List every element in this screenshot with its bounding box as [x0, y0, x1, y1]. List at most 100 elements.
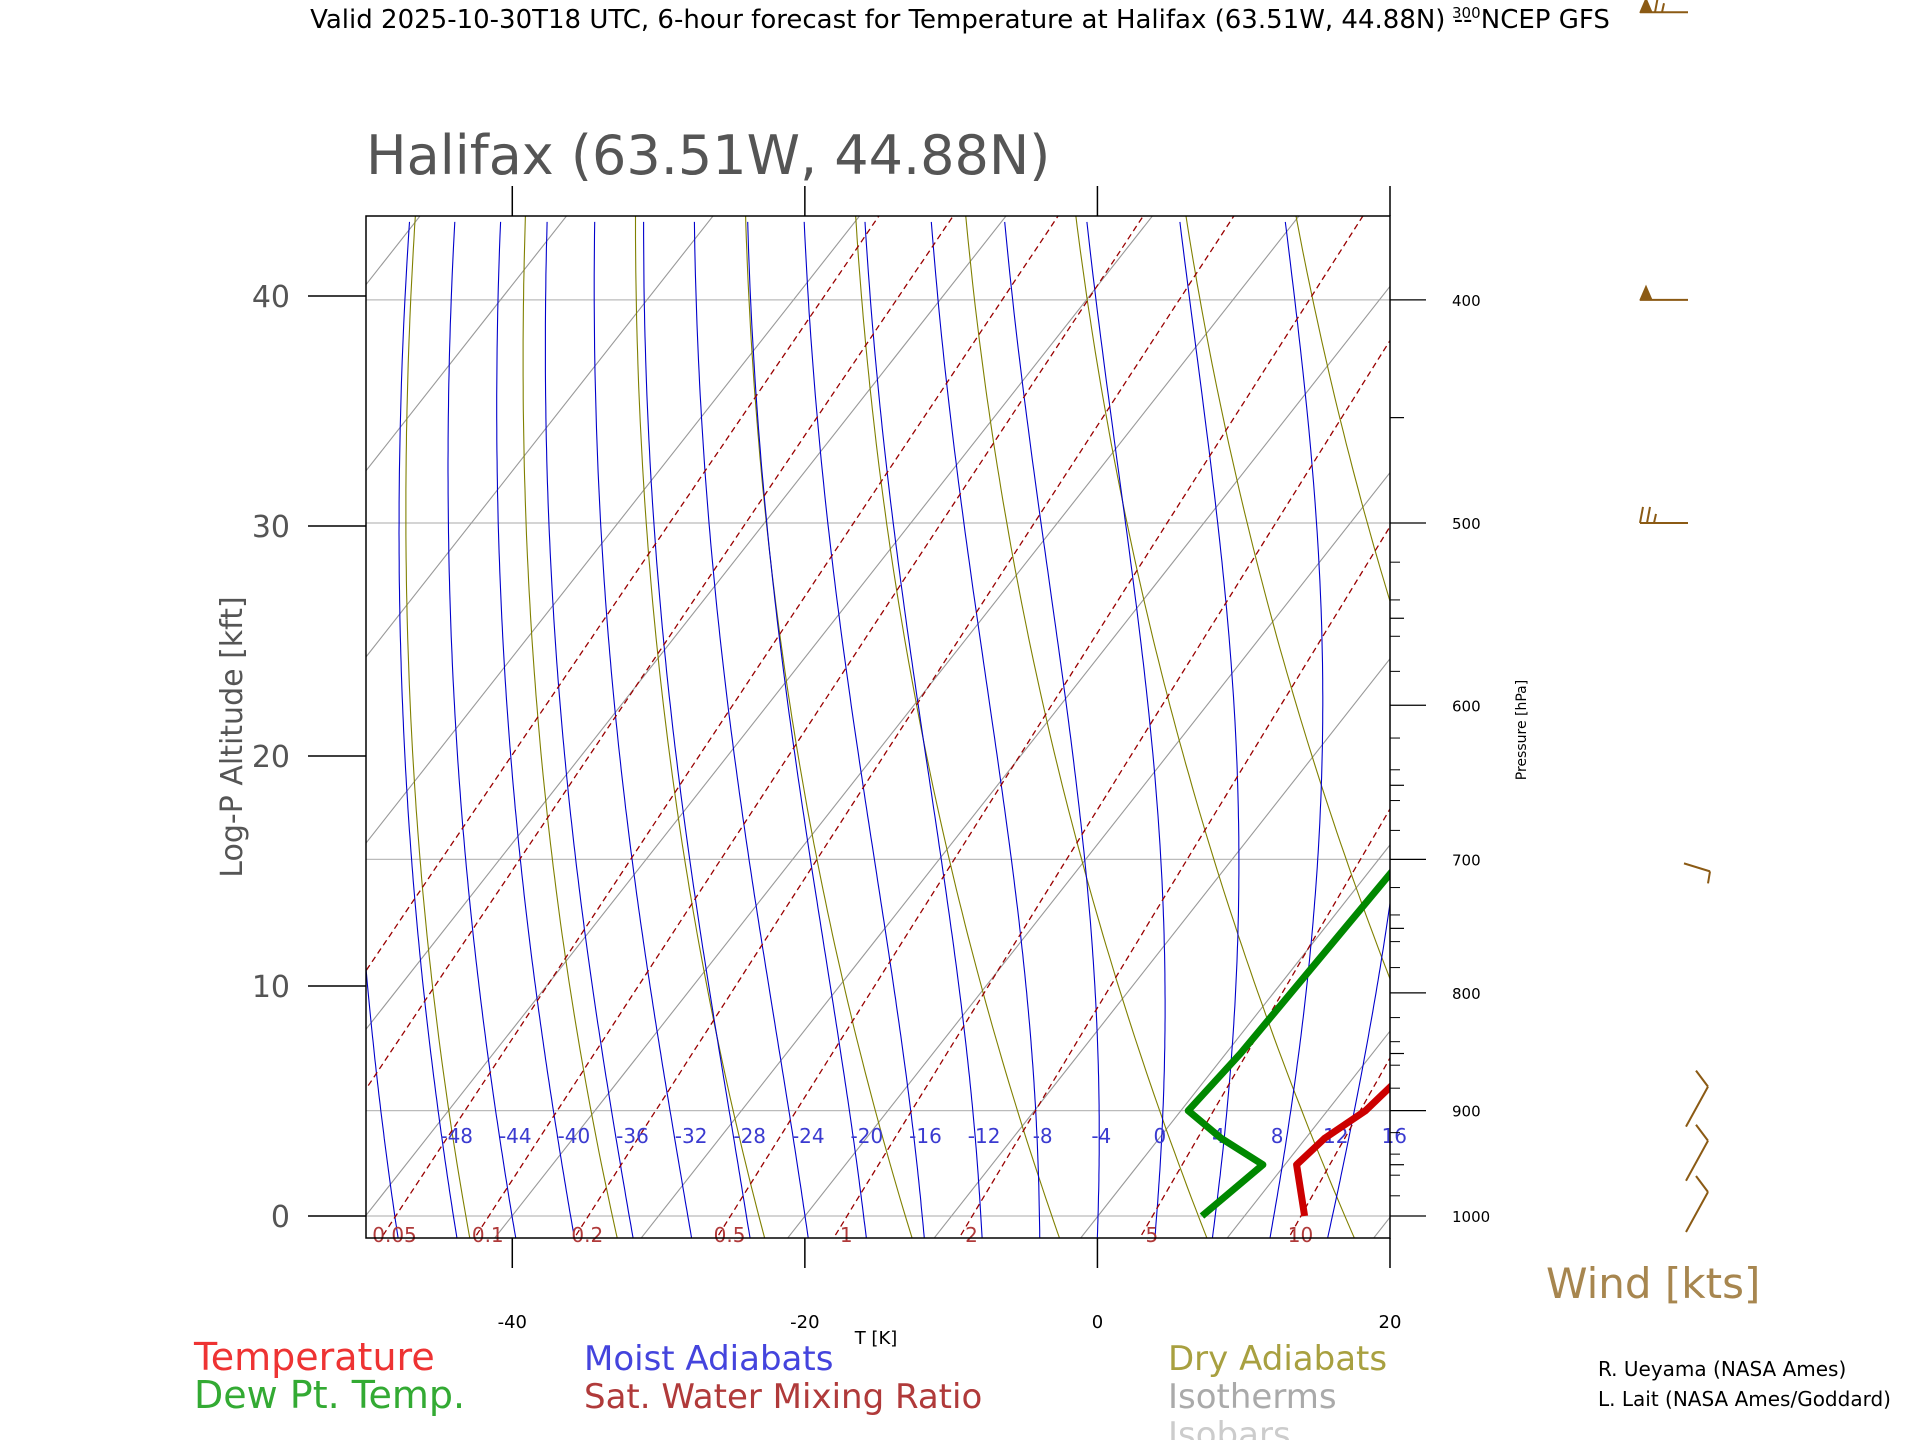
y-tick-label: 0 [271, 1200, 290, 1235]
dry-adiabat-line [283, 216, 323, 1244]
dry-adiabat-line [966, 216, 1209, 1244]
wind-barbs [1640, 0, 1710, 1232]
x-tick-label: 0 [1092, 1312, 1103, 1333]
dry-adiabat-line [1186, 216, 1505, 1244]
mixing-ratio-line [956, 216, 1582, 1244]
credit-line-1: R. Ueyama (NASA Ames) [1598, 1357, 1846, 1381]
mixing-ratio-label: 0.05 [372, 1223, 417, 1247]
moist-adiabat-line [865, 222, 983, 1251]
isotherm-line [783, 216, 1592, 1244]
moist-adiabat-line [748, 222, 868, 1251]
dry-adiabat-line [856, 216, 1062, 1244]
pressure-tick-label: 900 [1452, 1103, 1481, 1121]
moist-adiabat-line [931, 222, 1040, 1251]
pressure-tick-label: 700 [1452, 851, 1481, 869]
mixing-ratio-label: 0.1 [472, 1223, 504, 1247]
mixing-ratio-line [1137, 216, 1743, 1244]
credit-line-2: L. Lait (NASA Ames/Goddard) [1598, 1387, 1891, 1411]
dry-adiabat-line [1296, 216, 1652, 1244]
legend-dry-adiabats: Dry Adiabats [1168, 1339, 1387, 1379]
location-title: Halifax (63.51W, 44.88N) [366, 124, 1050, 187]
dry-adiabat-line [1736, 216, 1920, 1244]
isotherm-line [1223, 216, 1920, 1244]
pressure-tick-label: 300 [1452, 4, 1481, 22]
moist-adiabat-line [1268, 222, 1323, 1251]
legend-isotherms: Isotherms [1168, 1377, 1337, 1417]
moist-adiabat-line [804, 222, 925, 1251]
mixing-ratio-line [830, 216, 1468, 1244]
moist-adiabat-line [497, 222, 577, 1251]
mixing-ratio-line [378, 216, 1059, 1244]
wind-barb-shaft [1686, 1141, 1708, 1181]
isotherm-line [0, 216, 713, 1244]
isotherm-line [1076, 216, 1885, 1244]
mixing-ratio-line [1286, 216, 1876, 1244]
dry-adiabat-line [155, 216, 195, 1244]
moist-adiabat-line [448, 222, 518, 1251]
moist-adiabat-line [644, 222, 752, 1251]
mixing-ratio-label: 0.2 [571, 1223, 603, 1247]
series-dewpoint-line [1188, 0, 1912, 1216]
wind-label: Wind [kts] [1546, 1259, 1760, 1308]
dry-adiabat-line [1406, 216, 1800, 1244]
mixing-ratio-line [182, 216, 879, 1244]
wind-barb [1640, 507, 1688, 523]
moist-adiabat-label: -24 [792, 1124, 825, 1148]
isotherm-line [0, 216, 420, 1244]
isotherm-line [930, 216, 1739, 1244]
moist-adiabat-lines [350, 222, 1420, 1251]
x-tick-label: 20 [1379, 1312, 1402, 1333]
dry-adiabat-lines [155, 216, 1920, 1244]
pressure-tick-label: 1000 [1452, 1208, 1490, 1226]
moist-adiabat-line [545, 222, 635, 1251]
pressure-tick-label: 800 [1452, 985, 1481, 1003]
moist-adiabat-label: -16 [909, 1124, 942, 1148]
moist-adiabat-label: -8 [1033, 1124, 1053, 1148]
isotherm-line [344, 216, 1153, 1244]
moist-adiabat-label: -40 [558, 1124, 591, 1148]
legend-isobars: Isobars [1168, 1415, 1291, 1440]
dry-adiabat-line [406, 216, 471, 1244]
dry-adiabat-line [636, 216, 767, 1244]
wind-barb [1686, 1071, 1708, 1127]
wind-barb-full [1696, 1176, 1708, 1192]
x-axis-label: T [K] [854, 1328, 898, 1349]
wind-barb-shaft [1686, 1087, 1708, 1127]
dry-adiabat-line [1076, 216, 1357, 1244]
mixing-ratio-label: 5 [1146, 1223, 1159, 1247]
wind-barb-half [1654, 514, 1656, 523]
legend-moist-adiabats: Moist Adiabats [584, 1339, 833, 1379]
y-tick-label: 30 [252, 510, 290, 545]
wind-barb-shaft [1686, 1192, 1708, 1232]
mixing-ratio-line [1672, 216, 1920, 1244]
moist-adiabat-label: -48 [440, 1124, 473, 1148]
y-tick-label: 40 [252, 280, 290, 315]
legend: Temperature Dew Pt. Temp. Moist Adiabats… [193, 1335, 1387, 1440]
pressure-tick-label: 400 [1452, 292, 1481, 310]
moist-adiabat-label: -12 [968, 1124, 1001, 1148]
mixing-ratio-label: 0.5 [714, 1223, 746, 1247]
dry-adiabat-line [1626, 216, 1920, 1244]
wind-barb-half [1708, 871, 1710, 883]
x-tick-label: -20 [790, 1312, 819, 1333]
y-axis-label: Log-P Altitude [kft] [215, 596, 250, 877]
isotherm-line [197, 216, 1006, 1244]
legend-mixing-ratio: Sat. Water Mixing Ratio [584, 1377, 982, 1417]
wind-barb-full [1696, 1125, 1708, 1141]
sounding-profiles [1188, 0, 1920, 1216]
moist-adiabat-line [1005, 222, 1099, 1251]
wind-barb-flag [1640, 286, 1652, 300]
mixing-ratio-label: 2 [965, 1223, 978, 1247]
dry-adiabat-line [746, 216, 914, 1244]
isotherm-line [1662, 216, 1920, 1244]
right-axis-label: Pressure [hPa] [1514, 680, 1530, 780]
legend-dewpoint: Dew Pt. Temp. [194, 1373, 465, 1417]
x-tick-label: -40 [498, 1312, 527, 1333]
isotherm-lines [0, 216, 1920, 1244]
moist-adiabat-label: 8 [1271, 1124, 1284, 1148]
plot-frame [366, 216, 1390, 1238]
mixing-ratio-label: 10 [1288, 1223, 1313, 1247]
isotherm-line [0, 216, 567, 1244]
